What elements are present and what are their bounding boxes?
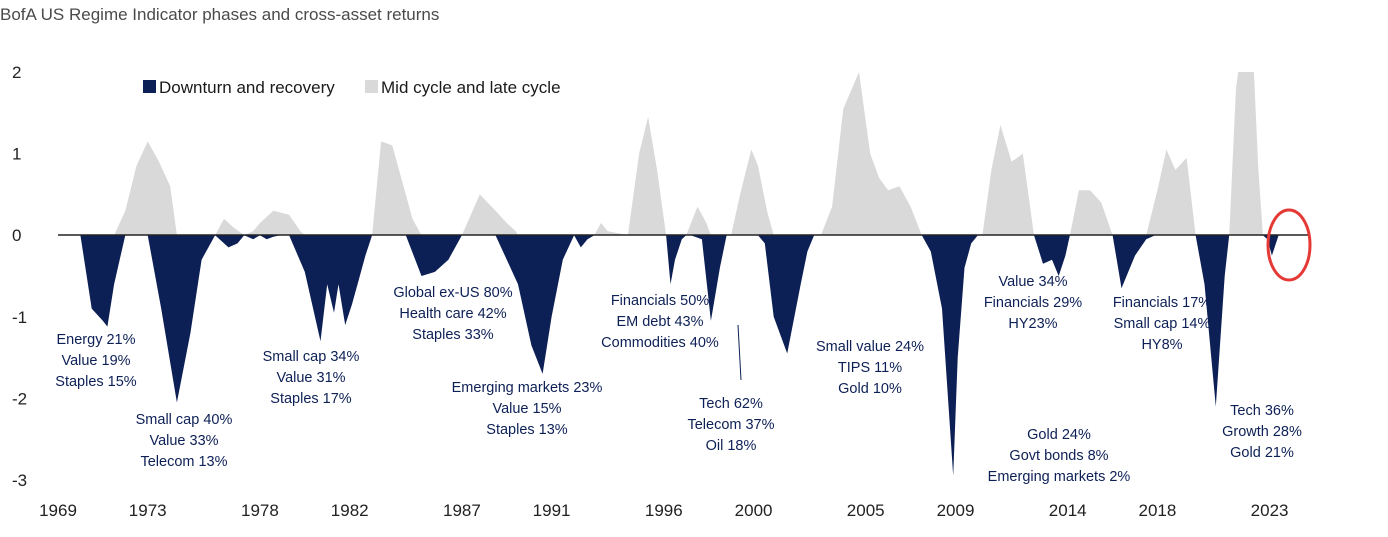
x-tick-label: 2009 xyxy=(937,501,975,520)
y-tick-label: 1 xyxy=(12,145,21,164)
annotation-label: Financials 50% EM debt 43% Commodities 40% xyxy=(601,293,719,351)
annotation-line: Small cap 34% xyxy=(263,349,360,365)
annotation-line: Global ex-US 80% xyxy=(393,285,512,301)
x-tick-label: 1973 xyxy=(129,501,167,520)
x-tick-label: 2000 xyxy=(735,501,773,520)
annotation-line: Value 33% xyxy=(149,433,218,449)
legend-swatch-midcycle xyxy=(365,80,378,93)
annotation-line: Staples 17% xyxy=(270,391,352,407)
series-area-downturn xyxy=(80,235,1279,476)
annotation-label: Small value 24% TIPS 11% Gold 10% xyxy=(816,339,924,397)
annotation-line: Gold 21% xyxy=(1230,445,1294,461)
y-tick-label: 0 xyxy=(12,226,21,245)
annotation-line: Staples 33% xyxy=(412,327,494,343)
y-tick-label: 2 xyxy=(12,63,21,82)
annotation-line: Staples 15% xyxy=(55,374,137,390)
x-tick-label: 2014 xyxy=(1049,501,1087,520)
x-tick-label: 1982 xyxy=(331,501,369,520)
annotation-line: Small cap 40% xyxy=(136,412,233,428)
x-tick-label: 1978 xyxy=(241,501,279,520)
annotation-line: Emerging markets 2% xyxy=(988,469,1131,485)
legend-label-midcycle: Mid cycle and late cycle xyxy=(381,78,561,97)
annotation-line: Staples 13% xyxy=(486,422,568,438)
annotation-line: Tech 62% xyxy=(699,396,763,412)
annotation-line: HY8% xyxy=(1141,337,1182,353)
annotation-line: Emerging markets 23% xyxy=(452,380,603,396)
highlight-circle xyxy=(1266,208,1312,282)
annotation-label: Energy 21% Value 19% Staples 15% xyxy=(55,332,137,390)
x-tick-label: 1991 xyxy=(533,501,571,520)
annotation-line: Financials 50% xyxy=(611,293,709,309)
annotation-line: Energy 21% xyxy=(57,332,136,348)
annotation-line: Value 31% xyxy=(276,370,345,386)
x-tick-label: 2018 xyxy=(1138,501,1176,520)
annotation-line: Commodities 40% xyxy=(601,335,719,351)
annotation-line: Gold 10% xyxy=(838,381,902,397)
legend-label-downturn: Downturn and recovery xyxy=(159,78,335,97)
annotation-label: Value 34% Financials 29% HY23% xyxy=(984,274,1082,332)
legend-swatch-downturn xyxy=(143,80,156,93)
annotation-line: Small value 24% xyxy=(816,339,924,355)
annotation-label: Gold 24% Govt bonds 8% Emerging markets 2% xyxy=(988,427,1131,485)
y-tick-label: -3 xyxy=(12,471,27,490)
annotation-line: EM debt 43% xyxy=(616,314,703,330)
annotation-label: Global ex-US 80% Health care 42% Staples 3… xyxy=(393,285,512,343)
x-tick-label: 2005 xyxy=(847,501,885,520)
legend: Downturn and recovery Mid cycle and late… xyxy=(143,78,561,97)
annotation-line: Telecom 13% xyxy=(140,454,227,470)
annotation-leader-line xyxy=(737,324,742,381)
x-tick-label: 1987 xyxy=(443,501,481,520)
annotation-line: TIPS 11% xyxy=(838,360,902,376)
annotation-label: Emerging markets 23% Value 15% Staples 13% xyxy=(452,380,603,438)
y-tick-label: -2 xyxy=(12,389,27,408)
area-layer xyxy=(80,72,1279,476)
annotation-line: Telecom 37% xyxy=(687,417,774,433)
annotation-line: Tech 36% xyxy=(1230,403,1294,419)
annotation-line: HY23% xyxy=(1008,316,1057,332)
chart-title: BofA US Regime Indicator phases and cros… xyxy=(0,5,440,24)
annotation-line: Value 15% xyxy=(492,401,561,417)
annotation-line: Value 19% xyxy=(61,353,130,369)
annotation-line: Financials 17% xyxy=(1113,295,1211,311)
x-axis-ticks: 1969 1973 1978 1982 1987 1991 1996 2000 2005 2009… xyxy=(39,501,1288,520)
y-axis-ticks: 2 1 0 -1 -2 -3 xyxy=(12,63,27,490)
annotation-line: Financials 29% xyxy=(984,295,1082,311)
annotation-line: Small cap 14% xyxy=(1114,316,1211,332)
annotation-label: Small cap 34% Value 31% Staples 17% xyxy=(263,349,360,407)
x-tick-label: 1969 xyxy=(39,501,77,520)
x-tick-label: 1996 xyxy=(645,501,683,520)
annotation-label: Small cap 40% Value 33% Telecom 13% xyxy=(136,412,233,470)
annotation-line: Oil 18% xyxy=(706,438,757,454)
x-tick-label: 2023 xyxy=(1251,501,1289,520)
annotation-line: Govt bonds 8% xyxy=(1009,448,1108,464)
annotation-line: Growth 28% xyxy=(1222,424,1302,440)
series-area-midcycle xyxy=(114,72,1263,236)
annotation-line: Gold 24% xyxy=(1027,427,1091,443)
annotation-line: Health care 42% xyxy=(399,306,506,322)
y-tick-label: -1 xyxy=(12,308,27,327)
annotation-label: Tech 36% Growth 28% Gold 21% xyxy=(1222,403,1302,461)
annotation-line: Value 34% xyxy=(998,274,1067,290)
annotation-label: Financials 17% Small cap 14% HY8% xyxy=(1113,295,1211,353)
annotations: Energy 21% Value 19% Staples 15% Small cap … xyxy=(55,274,1302,485)
annotation-label: Tech 62% Telecom 37% Oil 18% xyxy=(687,396,774,454)
